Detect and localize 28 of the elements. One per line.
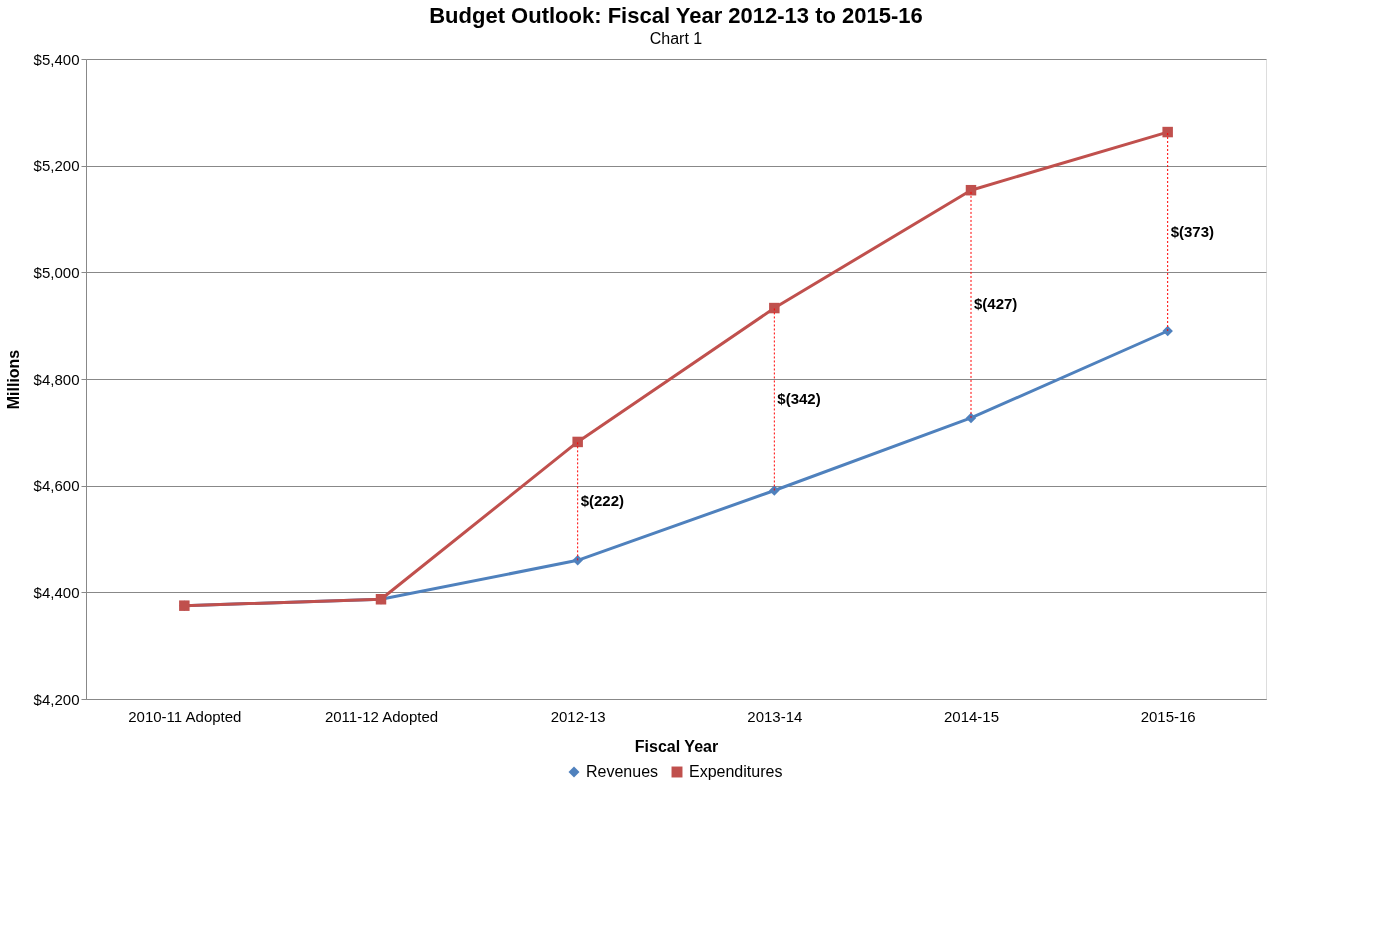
- point: [572, 555, 583, 566]
- point: [769, 302, 780, 314]
- caption: Chart 1: [649, 30, 703, 47]
- chart-title: Budget Outlook: Fiscal Year 2012-13 to 2015-16: [429, 3, 923, 28]
- y-tick-label: $5,200: [33, 157, 80, 175]
- point: [1162, 126, 1173, 138]
- point: [572, 436, 583, 448]
- y-axis-title: Millions: [4, 349, 22, 410]
- x-tick-label: 2013-14: [747, 707, 803, 725]
- x-axis-title: Fiscal Year: [634, 737, 719, 755]
- x-tick-label: 2014-15: [943, 707, 1000, 725]
- x-tick-label: 2015-16: [1140, 707, 1196, 725]
- y-tick-label: $4,800: [33, 370, 80, 388]
- legend-label: Revenues: [586, 763, 659, 780]
- y-tick-label: $4,600: [33, 477, 80, 495]
- annotation: $(342): [777, 390, 821, 408]
- y-tick-label: $5,000: [33, 263, 80, 281]
- annotation: $(222): [580, 492, 625, 510]
- annotation: $(373): [1170, 222, 1215, 240]
- annotation: $(427): [974, 295, 1018, 313]
- x-tick-label: 2012-13: [550, 707, 606, 725]
- y-tick-label: $5,400: [33, 50, 80, 68]
- x-tick-label: 2011-12 Adopted: [324, 707, 439, 725]
- point: [769, 485, 780, 496]
- x-tick-label: 2010-11 Adopted: [128, 707, 242, 725]
- legend-label: Expenditures: [689, 763, 783, 780]
- y-tick-label: $4,400: [33, 583, 80, 601]
- y-tick-label: $4,200: [33, 690, 80, 708]
